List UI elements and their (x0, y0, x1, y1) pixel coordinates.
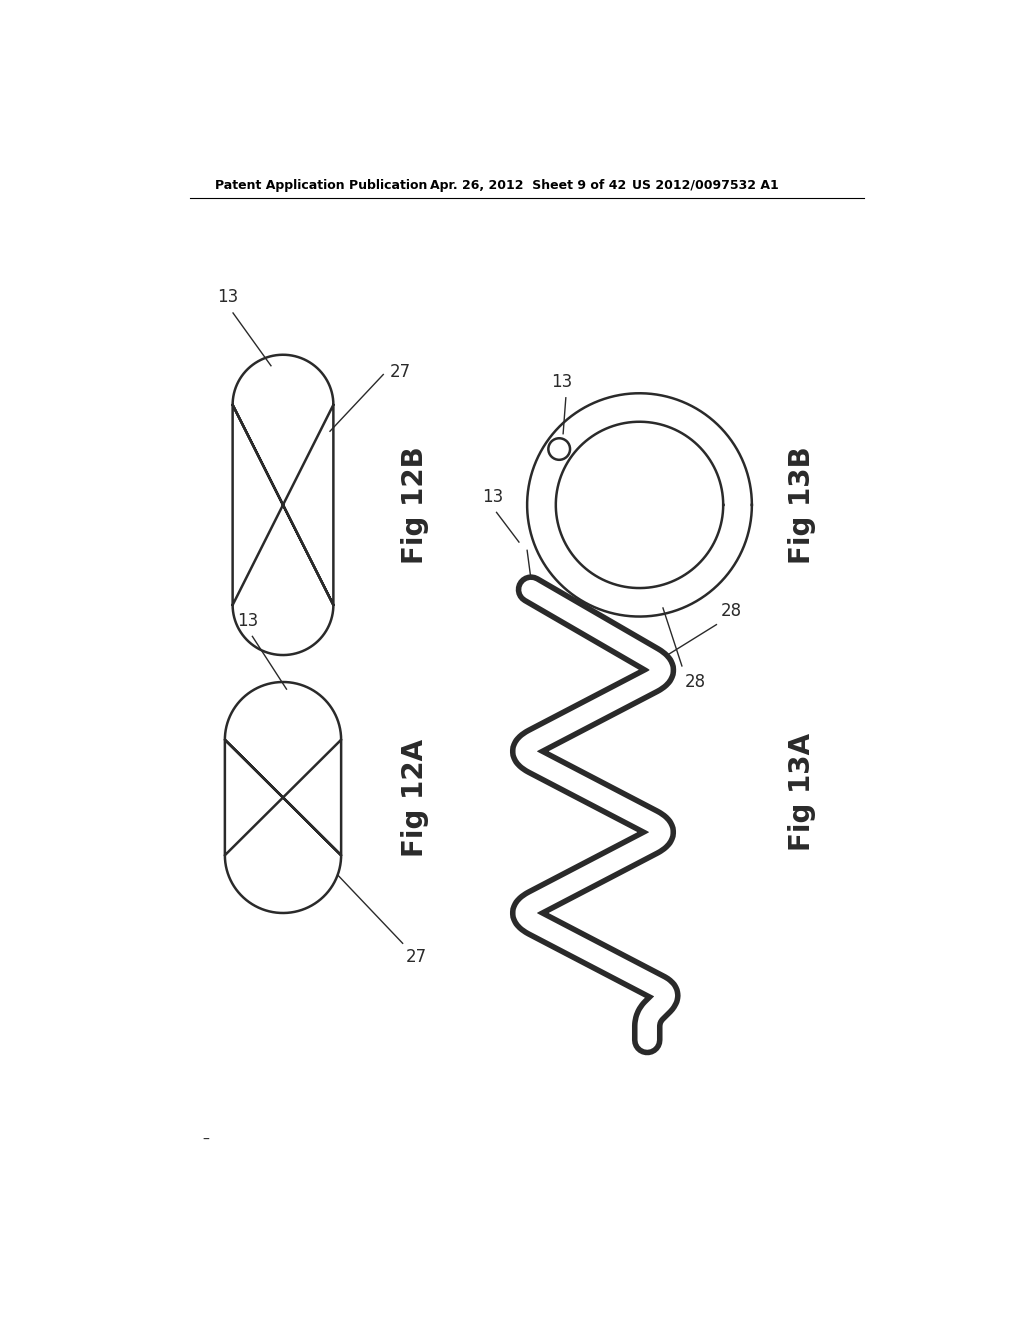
Text: Fig 12B: Fig 12B (400, 446, 429, 564)
Text: 27: 27 (406, 949, 427, 966)
Text: Fig 12A: Fig 12A (400, 738, 429, 857)
Text: –: – (202, 1133, 209, 1147)
Text: 28: 28 (684, 673, 706, 690)
Text: 13: 13 (551, 374, 572, 391)
Text: Fig 13B: Fig 13B (788, 446, 816, 564)
Text: 27: 27 (390, 363, 411, 381)
Text: 28: 28 (721, 602, 742, 620)
Text: 13: 13 (238, 611, 259, 630)
Text: Apr. 26, 2012  Sheet 9 of 42: Apr. 26, 2012 Sheet 9 of 42 (430, 178, 627, 191)
Text: US 2012/0097532 A1: US 2012/0097532 A1 (632, 178, 778, 191)
Text: Patent Application Publication: Patent Application Publication (215, 178, 427, 191)
Text: Fig 13A: Fig 13A (788, 733, 816, 851)
Text: 13: 13 (481, 487, 503, 506)
Text: 13: 13 (217, 288, 239, 306)
